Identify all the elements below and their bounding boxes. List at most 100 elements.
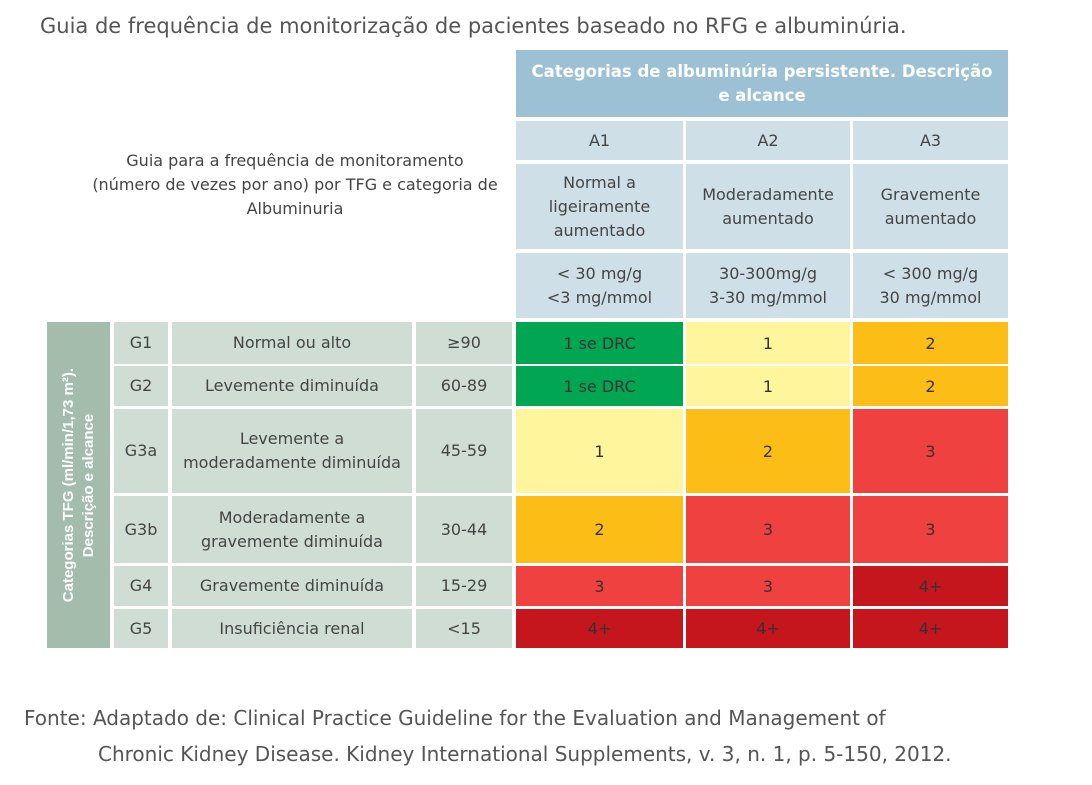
frequency-cell: 3	[686, 496, 850, 563]
frequency-cell: 4+	[853, 609, 1008, 648]
frequency-cell: 3	[853, 496, 1008, 563]
source-line-1: Fonte: Adaptado de: Clinical Practice Gu…	[24, 706, 886, 730]
gfr-range-text: 60-89	[440, 376, 488, 395]
gfr-code: G3a	[114, 409, 168, 493]
frequency-cell-text: 4+	[587, 619, 612, 638]
albuminuria-desc: Moderadamente aumentado	[686, 164, 850, 249]
gfr-range: 15-29	[416, 566, 512, 606]
frequency-cell-text: 4+	[918, 619, 943, 638]
albuminuria-range-line: 30-300mg/g	[719, 263, 817, 283]
albuminuria-desc-text: Normal a ligeiramente aumentado	[548, 172, 651, 240]
gfr-desc-text: Normal ou alto	[232, 333, 352, 352]
frequency-cell-text: 2	[762, 441, 774, 461]
source-citation: Fonte: Adaptado de: Clinical Practice Gu…	[24, 700, 952, 772]
frequency-cell: 2	[516, 496, 683, 563]
gfr-desc: Levemente diminuída	[172, 366, 412, 406]
albuminuria-desc-text: Gravemente aumentado	[880, 184, 981, 228]
albuminuria-range-line: 30 mg/mmol	[879, 287, 982, 307]
frequency-cell: 4+	[853, 566, 1008, 606]
frequency-cell: 4+	[516, 609, 683, 648]
frequency-cell: 1	[686, 322, 850, 364]
gfr-code-text: G3a	[124, 441, 158, 460]
frequency-cell: 3	[686, 566, 850, 606]
gfr-desc-text: Gravemente diminuída	[199, 576, 385, 595]
source-line-2: Chronic Kidney Disease. Kidney Internati…	[98, 742, 952, 766]
gfr-header: Categorias TFG (ml/min/1,73 m²). Descriçã…	[47, 322, 110, 648]
gfr-desc: Gravemente diminuída	[172, 566, 412, 606]
frequency-cell-text: 3	[762, 576, 774, 596]
frequency-cell-text: 4+	[756, 619, 780, 638]
albuminuria-header-label: Categorias de albuminúria persistente. D…	[531, 61, 993, 105]
albuminuria-desc: Normal a ligeiramente aumentado	[516, 164, 683, 249]
gfr-code: G4	[114, 566, 168, 606]
gfr-range-text: ≥90	[447, 333, 481, 352]
albuminuria-code: A3	[853, 121, 1008, 160]
gfr-desc-text: Moderadamente a gravemente diminuída	[201, 507, 383, 551]
albuminuria-range-line: 3-30 mg/mmol	[709, 287, 827, 307]
gfr-desc: Levemente a moderadamente diminuída	[172, 409, 412, 493]
frequency-cell-text: 2	[594, 520, 605, 539]
frequency-cell-text: 3	[925, 441, 936, 461]
gfr-range-text: 30-44	[440, 519, 488, 539]
gfr-desc: Normal ou alto	[172, 322, 412, 364]
gfr-range: 45-59	[416, 409, 512, 493]
frequency-cell: 1	[686, 366, 850, 406]
gfr-range-text: 45-59	[440, 441, 488, 460]
gfr-header-text: Categorias TFG (ml/min/1,73 m²). Descriçã…	[59, 368, 99, 602]
albuminuria-desc: Gravemente aumentado	[853, 164, 1008, 249]
frequency-cell-text: 1	[762, 376, 774, 396]
gfr-code-text: G4	[129, 576, 153, 595]
gfr-range: 60-89	[416, 366, 512, 406]
albuminuria-code-text: A2	[757, 130, 779, 150]
gfr-desc: Moderadamente a gravemente diminuída	[172, 496, 412, 563]
gfr-code-text: G1	[129, 333, 153, 352]
gfr-code: G5	[114, 609, 168, 648]
gfr-range: <15	[416, 609, 512, 648]
frequency-cell: 1	[516, 409, 683, 493]
frequency-cell-text: 2	[925, 333, 936, 353]
guide-text-label: Guia para a frequência de monitoramento …	[92, 151, 498, 218]
gfr-code: G1	[114, 322, 168, 364]
albuminuria-range: 30-300mg/g 3-30 mg/mmol	[686, 253, 850, 318]
gfr-header-line2: Descrição e alcance	[79, 413, 97, 557]
albuminuria-code-text: A1	[588, 130, 611, 150]
frequency-cell: 2	[853, 366, 1008, 406]
gfr-code-text: G3b	[124, 519, 158, 539]
albuminuria-code: A1	[516, 121, 683, 160]
gfr-header-line1: Categorias TFG (ml/min/1,73 m²).	[59, 367, 77, 603]
albuminuria-range: < 30 mg/g <3 mg/mmol	[516, 253, 683, 318]
frequency-cell: 1 se DRC	[516, 322, 683, 364]
gfr-range: 30-44	[416, 496, 512, 563]
albuminuria-range-line: < 300 mg/g	[882, 263, 979, 283]
albuminuria-header: Categorias de albuminúria persistente. D…	[516, 50, 1008, 117]
gfr-range: ≥90	[416, 322, 512, 364]
gfr-code: G2	[114, 366, 168, 406]
albuminuria-range-line: <3 mg/mmol	[546, 287, 653, 307]
frequency-cell: 4+	[686, 609, 850, 648]
gfr-code-text: G5	[129, 618, 153, 638]
frequency-cell: 1 se DRC	[516, 366, 683, 406]
gfr-desc: Insuficiência renal	[172, 609, 412, 648]
frequency-cell: 3	[853, 409, 1008, 493]
guide-text: Guia para a frequência de monitoramento …	[90, 145, 500, 225]
frequency-cell-text: 2	[925, 376, 936, 396]
frequency-cell-text: 1 se DRC	[563, 333, 636, 353]
gfr-code-text: G2	[129, 376, 153, 395]
frequency-cell: 2	[686, 409, 850, 493]
frequency-cell-text: 4+	[918, 576, 943, 596]
frequency-cell-text: 3	[762, 520, 774, 539]
frequency-cell-text: 3	[594, 576, 605, 596]
gfr-desc-text: Levemente diminuída	[205, 376, 379, 395]
gfr-code: G3b	[114, 496, 168, 563]
frequency-cell-text: 3	[925, 520, 936, 539]
frequency-cell-text: 1 se DRC	[563, 376, 636, 396]
page-title: Guia de frequência de monitorização de p…	[40, 14, 907, 38]
frequency-cell: 2	[853, 322, 1008, 364]
frequency-cell: 3	[516, 566, 683, 606]
gfr-range-text: 15-29	[440, 576, 488, 595]
albuminuria-code-text: A3	[919, 130, 942, 150]
albuminuria-desc-text: Moderadamente aumentado	[702, 184, 834, 228]
gfr-range-text: <15	[447, 618, 481, 638]
frequency-cell-text: 1	[762, 333, 774, 353]
gfr-desc-text: Levemente a moderadamente diminuída	[183, 429, 401, 472]
